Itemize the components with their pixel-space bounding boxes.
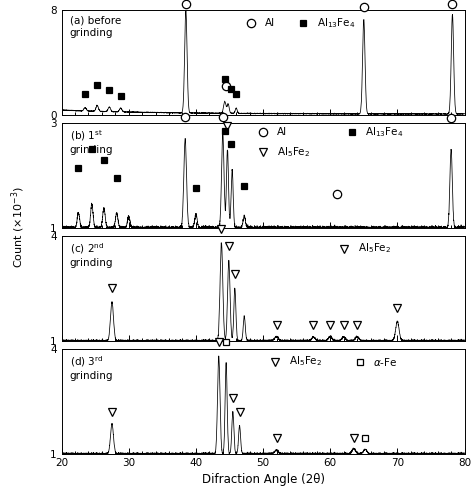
Text: Al: Al — [277, 128, 287, 138]
Text: Al$_5$Fe$_2$: Al$_5$Fe$_2$ — [277, 146, 310, 159]
Text: (c) 2$^\mathrm{nd}$
grinding: (c) 2$^\mathrm{nd}$ grinding — [70, 241, 113, 269]
Text: Al$_{13}$Fe$_4$: Al$_{13}$Fe$_4$ — [318, 16, 356, 30]
Text: Al$_{13}$Fe$_4$: Al$_{13}$Fe$_4$ — [365, 125, 403, 140]
Text: Al$_5$Fe$_2$: Al$_5$Fe$_2$ — [289, 355, 323, 368]
Text: Al: Al — [265, 18, 275, 28]
Text: $\alpha$-Fe: $\alpha$-Fe — [373, 355, 397, 367]
Text: (b) 1$^\mathrm{st}$
grinding: (b) 1$^\mathrm{st}$ grinding — [70, 129, 113, 155]
Text: (a) before
grinding: (a) before grinding — [70, 15, 121, 38]
X-axis label: Difraction Angle (2θ): Difraction Angle (2θ) — [201, 473, 325, 486]
Text: Count (×10$^{-3}$): Count (×10$^{-3}$) — [9, 186, 27, 268]
Text: Al$_5$Fe$_2$: Al$_5$Fe$_2$ — [358, 242, 391, 256]
Text: (d) 3$^\mathrm{rd}$
grinding: (d) 3$^\mathrm{rd}$ grinding — [70, 354, 113, 382]
